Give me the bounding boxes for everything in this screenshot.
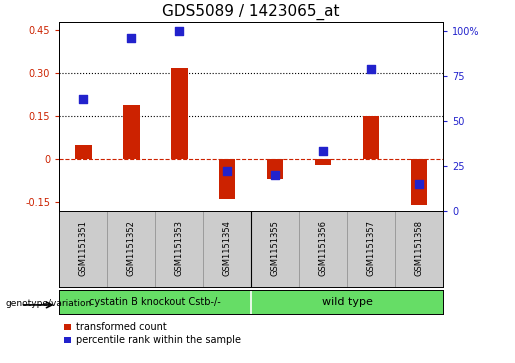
- Point: [415, 181, 423, 187]
- Bar: [171, 68, 187, 159]
- Point: [271, 172, 279, 178]
- Text: GSM1151354: GSM1151354: [222, 220, 232, 276]
- Bar: [363, 116, 380, 159]
- Bar: [219, 159, 235, 199]
- Legend: transformed count, percentile rank within the sample: transformed count, percentile rank withi…: [64, 322, 241, 346]
- Text: cystatin B knockout Cstb-/-: cystatin B knockout Cstb-/-: [89, 297, 221, 307]
- Point: [319, 148, 327, 154]
- Text: GSM1151358: GSM1151358: [415, 220, 423, 276]
- Point: [367, 66, 375, 72]
- Point: [127, 35, 135, 41]
- Text: GSM1151355: GSM1151355: [270, 220, 280, 276]
- Text: GSM1151356: GSM1151356: [318, 220, 328, 276]
- Point: [79, 96, 88, 102]
- Bar: [123, 105, 140, 159]
- Bar: [75, 145, 92, 159]
- Text: GSM1151357: GSM1151357: [367, 220, 375, 276]
- Text: wild type: wild type: [321, 297, 372, 307]
- Point: [175, 28, 183, 34]
- Text: genotype/variation: genotype/variation: [5, 298, 91, 307]
- Bar: [410, 159, 427, 205]
- Bar: [267, 159, 283, 179]
- Point: [223, 168, 231, 174]
- Text: GSM1151353: GSM1151353: [175, 220, 184, 276]
- Text: GSM1151351: GSM1151351: [79, 220, 88, 276]
- Text: GSM1151352: GSM1151352: [127, 220, 135, 276]
- Bar: [315, 159, 331, 165]
- Title: GDS5089 / 1423065_at: GDS5089 / 1423065_at: [162, 4, 340, 20]
